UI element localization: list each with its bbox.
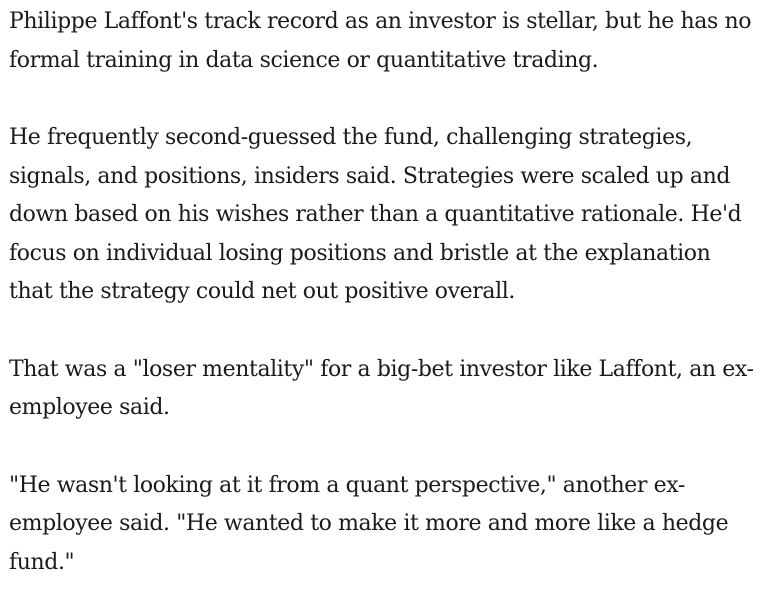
paragraph-second-guessed: He frequently second-guessed the fund, c… [9,119,773,312]
text-line: employee said. [9,395,170,420]
paragraph-laffont-track-record: Philippe Laffont's track record as an in… [9,3,773,80]
paragraph-spacer [9,428,773,467]
paragraph-spacer [9,312,773,351]
paragraph-quant-perspective-quote: "He wasn't looking at it from a quant pe… [9,467,773,583]
text-line: employee said. "He wanted to make it mor… [9,511,729,536]
text-line: He frequently second-guessed the fund, c… [9,125,693,150]
text-line: "He wasn't looking at it from a quant pe… [9,472,685,498]
text-line: focus on individual losing positions and… [9,240,711,266]
text-line: signals, and positions, insiders said. S… [9,163,731,189]
text-line: formal training in data science or quant… [9,47,599,73]
text-line: That was a "loser mentality" for a big-b… [9,356,754,382]
text-line: fund." [9,549,75,575]
paragraph-loser-mentality: That was a "loser mentality" for a big-b… [9,351,773,428]
text-line: that the strategy could net out positive… [9,279,515,304]
text-line: Philippe Laffont's track record as an in… [9,9,752,34]
article-body: Philippe Laffont's track record as an in… [9,0,773,582]
text-line: down based on his wishes rather than a q… [9,202,742,227]
paragraph-spacer [9,80,773,119]
